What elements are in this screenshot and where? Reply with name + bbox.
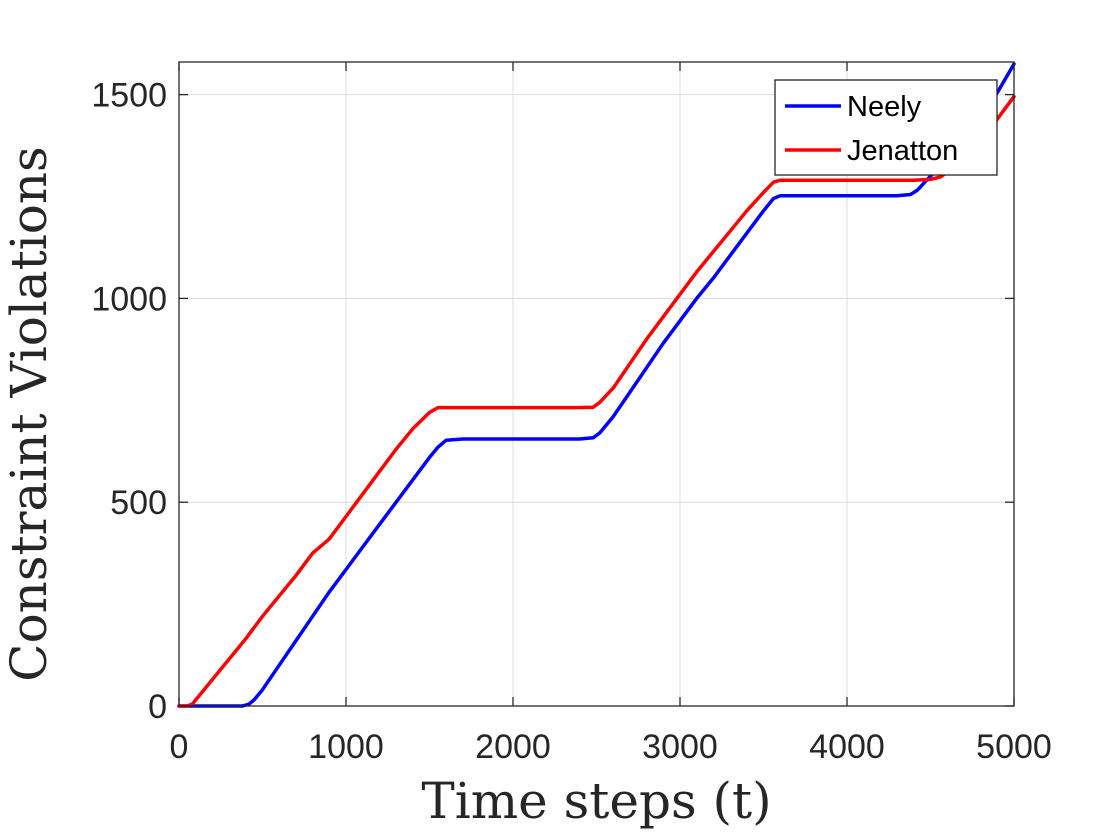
- y-tick-label: 1500: [91, 77, 167, 115]
- plot-frame: [178, 61, 1015, 707]
- y-axis-title: Constraint Violations: [0, 146, 58, 681]
- series-line-neely: [177, 62, 1016, 708]
- axis-ticks: 0 1000 2000 3000 4000 5000 0 500 1000 1500: [91, 62, 1052, 766]
- legend-label-neely: Neely: [847, 91, 922, 123]
- series-line-jenatton: [177, 94, 1016, 708]
- legend-label-jenatton: Jenatton: [847, 135, 958, 167]
- y-tick-label: 500: [110, 484, 167, 522]
- x-axis-title: Time steps (t): [421, 772, 771, 830]
- y-tick-label: 0: [148, 688, 167, 726]
- legend-box: [774, 79, 998, 176]
- x-tick-label: 0: [170, 728, 189, 766]
- series-layer: [177, 62, 1016, 708]
- x-tick-label: 2000: [475, 728, 551, 766]
- x-tick-label: 4000: [809, 728, 885, 766]
- x-tick-label: 5000: [976, 728, 1052, 766]
- legend: Neely Jenatton: [774, 79, 998, 176]
- x-tick-label: 3000: [642, 728, 718, 766]
- x-tick-label: 1000: [308, 728, 384, 766]
- y-tick-label: 1000: [91, 280, 167, 318]
